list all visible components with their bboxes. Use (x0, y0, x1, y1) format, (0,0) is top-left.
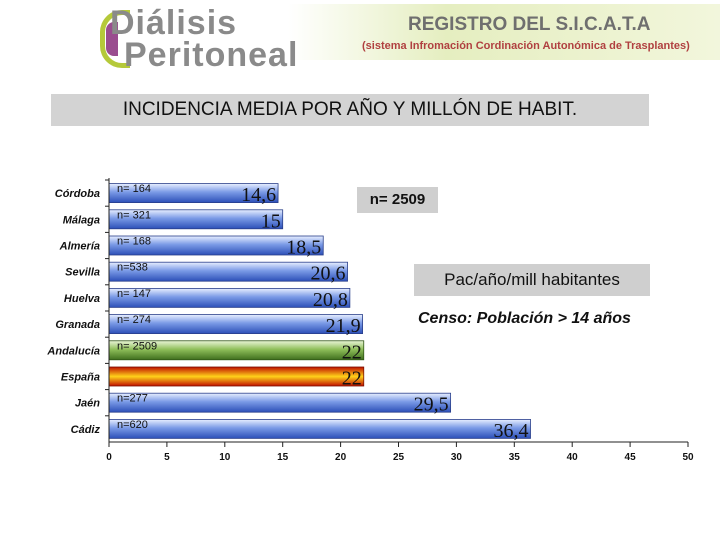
n-label-almeria: n= 168 (117, 236, 151, 248)
census-note: Censo: Población > 14 años (418, 310, 631, 327)
bar-jaen (108, 392, 452, 413)
category-label-almeria: Almería (59, 241, 100, 253)
x-axis: 0 5 10 15 20 25 30 35 40 45 50 (105, 178, 694, 463)
logo-line2: Peritoneal (124, 36, 299, 74)
value-label-cordoba: 14,6 (241, 184, 276, 206)
value-label-almeria: 18,5 (286, 237, 321, 259)
x-tick-label-10: 10 (219, 452, 231, 463)
bar-cadiz (108, 418, 531, 439)
n-total-box: n= 2509 (357, 187, 438, 213)
category-label-cordoba: Córdoba (55, 188, 100, 200)
x-tick-label-25: 25 (393, 452, 405, 463)
x-tick-label-15: 15 (277, 452, 289, 463)
x-tick-label-50: 50 (682, 452, 694, 463)
logo-line1: Diálisis (110, 4, 238, 42)
category-label-cadiz: Cádiz (71, 424, 101, 436)
bars-group: Córdoba n= 164 14,6 Málaga n= 321 15 Almería n=… (46, 183, 531, 442)
x-tick-label-5: 5 (164, 452, 170, 463)
category-label-jaen: Jaén (75, 398, 100, 410)
x-tick-label-0: 0 (106, 452, 112, 463)
category-label-andalucia: Andalucía (46, 345, 100, 357)
value-label-espana: 22 (342, 368, 362, 390)
x-tick-label-40: 40 (567, 452, 579, 463)
registry-subtitle: (sistema Infromación Cordinación Autonóm… (362, 40, 690, 52)
header: Diálisis Peritoneal REGISTRO DEL S.I.C.A… (0, 0, 720, 78)
value-label-sevilla: 20,6 (311, 263, 346, 285)
n-label-malaga: n= 321 (117, 209, 151, 221)
value-label-malaga: 15 (261, 210, 281, 232)
registry-title: REGISTRO DEL S.I.C.A.T.A (408, 14, 651, 35)
x-tick-label-45: 45 (625, 452, 637, 463)
n-label-cordoba: n= 164 (117, 183, 151, 195)
value-label-jaen: 29,5 (414, 394, 449, 416)
value-label-granada: 21,9 (326, 315, 361, 337)
category-label-huelva: Huelva (64, 293, 100, 305)
category-label-granada: Granada (55, 319, 100, 331)
logo-accent-ring (100, 10, 130, 68)
n-label-granada: n= 274 (117, 314, 151, 326)
x-tick-label-35: 35 (509, 452, 521, 463)
n-label-huelva: n= 147 (117, 288, 151, 300)
category-label-sevilla: Sevilla (65, 267, 100, 279)
unit-label-box: Pac/año/mill habitantes (414, 264, 650, 296)
n-label-andalucia: n= 2509 (117, 340, 157, 352)
value-label-cadiz: 36,4 (494, 420, 529, 442)
logo-accent-drop (106, 22, 118, 56)
category-label-malaga: Málaga (63, 214, 100, 226)
n-label-jaen: n=277 (117, 393, 148, 405)
value-label-andalucia: 22 (342, 341, 362, 363)
n-label-sevilla: n=538 (117, 262, 148, 274)
category-label-espana: España (61, 372, 100, 384)
n-label-cadiz: n=620 (117, 419, 148, 431)
chart-banner-title: INCIDENCIA MEDIA POR AÑO Y MILLÓN DE HAB… (51, 94, 649, 126)
bar-espana (108, 366, 365, 387)
dialisis-peritoneal-logo: Diálisis Peritoneal (98, 4, 298, 74)
value-label-huelva: 20,8 (313, 289, 348, 311)
x-tick-label-20: 20 (335, 452, 347, 463)
x-tick-label-30: 30 (451, 452, 463, 463)
